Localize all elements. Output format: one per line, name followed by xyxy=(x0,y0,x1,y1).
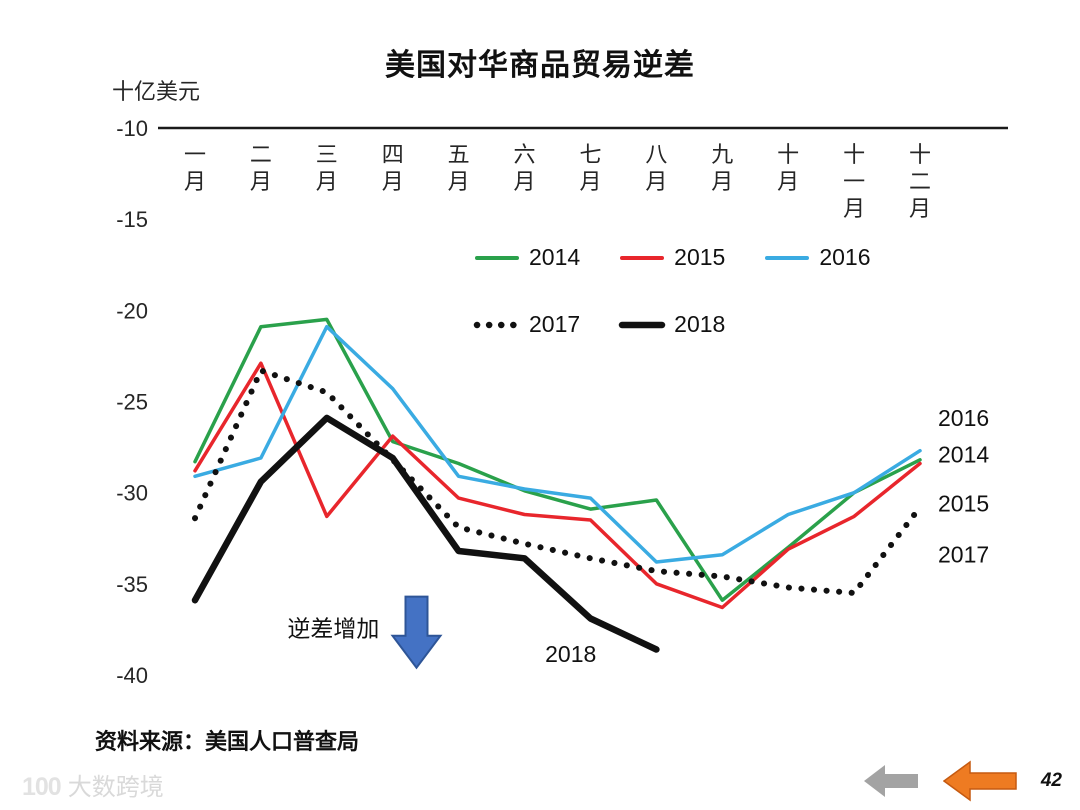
series-line-2018 xyxy=(191,414,660,653)
x-tick-label: 六月 xyxy=(514,142,536,194)
watermark: 100 大数跨境 xyxy=(22,767,164,802)
legend-item-2015: 2015 xyxy=(618,244,725,271)
series-end-label-2016: 2016 xyxy=(938,405,989,431)
series-line-2014 xyxy=(193,317,922,602)
legend-label-2016: 2016 xyxy=(819,244,871,270)
series-line-2017 xyxy=(192,367,923,596)
y-tick-label: -40 xyxy=(116,663,148,688)
legend-swatch-2017 xyxy=(473,321,521,328)
down-arrow-icon xyxy=(390,595,443,670)
y-tick-label: -25 xyxy=(116,390,148,415)
x-tick-label: 八月 xyxy=(645,142,667,194)
watermark-logo: 100 xyxy=(22,773,62,801)
source-note: 资料来源：美国人口普查局 xyxy=(95,729,360,754)
legend-label-2017: 2017 xyxy=(529,311,581,337)
y-tick-label: -35 xyxy=(116,572,148,597)
back-arrow-gray-icon[interactable] xyxy=(863,763,919,799)
legend-label-2014: 2014 xyxy=(529,244,581,270)
series-line-2015 xyxy=(193,361,922,610)
y-tick-label: -10 xyxy=(116,116,148,141)
legend-label-2018: 2018 xyxy=(674,311,726,337)
series-end-label-2017: 2017 xyxy=(938,542,989,568)
legend-row-1: 2014 2015 2016 xyxy=(473,244,871,271)
legend-swatch-2016 xyxy=(765,255,810,260)
legend-swatch-2018 xyxy=(618,321,666,328)
chart-title: 美国对华商品贸易逆差 xyxy=(385,49,695,82)
series-end-label-2014: 2014 xyxy=(938,441,989,467)
y-tick-label: -15 xyxy=(116,207,148,232)
series-end-label-2015: 2015 xyxy=(938,491,989,517)
legend-item-2014: 2014 xyxy=(473,244,580,271)
y-axis-unit-label: 十亿美元 xyxy=(112,79,201,104)
x-tick-label: 二月 xyxy=(250,142,272,194)
legend-row-2: 2017 2018 xyxy=(473,311,725,338)
x-tick-label: 十一月 xyxy=(843,142,865,221)
legend-label-2015: 2015 xyxy=(674,244,726,270)
legend-item-2016: 2016 xyxy=(763,244,871,271)
series-inline-label-2018: 2018 xyxy=(545,641,596,667)
page-number: 42 xyxy=(1040,770,1062,791)
y-tick-label: -20 xyxy=(116,298,148,323)
legend-item-2017: 2017 xyxy=(473,311,580,338)
x-tick-label: 一月 xyxy=(184,142,206,194)
x-tick-label: 七月 xyxy=(579,142,601,194)
x-tick-label: 四月 xyxy=(382,142,404,194)
legend-swatch-2015 xyxy=(620,255,665,260)
series-line-2016 xyxy=(193,324,922,564)
legend-swatch-2014 xyxy=(475,255,519,260)
x-tick-label: 三月 xyxy=(316,142,338,194)
back-arrow-orange-icon[interactable] xyxy=(942,760,1017,802)
legend-item-2018: 2018 xyxy=(618,311,725,338)
x-tick-label: 十月 xyxy=(777,142,799,194)
x-tick-label: 五月 xyxy=(448,142,470,194)
x-tick-label: 十二月 xyxy=(909,142,931,221)
x-tick-label: 九月 xyxy=(711,142,733,194)
footer-nav: 42 xyxy=(863,760,1062,802)
watermark-text: 大数跨境 xyxy=(67,774,164,801)
y-tick-label: -30 xyxy=(116,481,148,506)
annotation-text: 逆差增加 xyxy=(287,616,379,642)
